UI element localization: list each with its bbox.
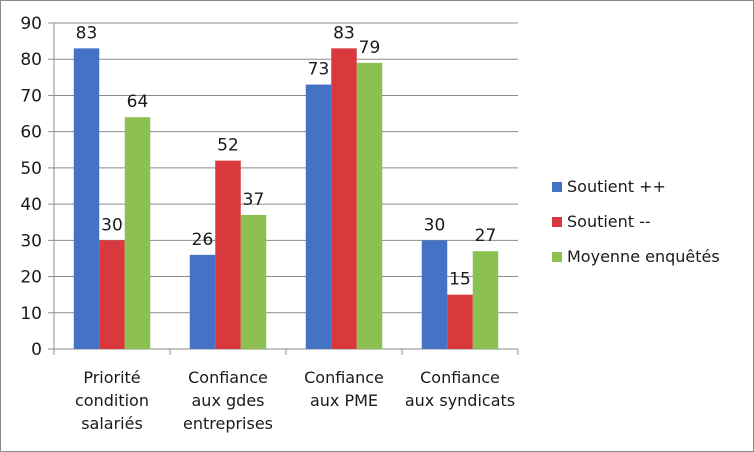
data-label: 83	[76, 23, 98, 43]
category-label: Confiance aux PME	[304, 368, 384, 410]
data-label: 83	[333, 23, 355, 43]
legend-swatch	[552, 182, 562, 192]
bar-3-1	[124, 117, 151, 349]
bar-3-4	[472, 251, 499, 349]
legend-label: Moyenne enquêtés	[567, 247, 720, 266]
category-label-line: Confiance	[420, 368, 500, 387]
y-tick-label: 20	[20, 268, 42, 288]
data-label: 64	[127, 92, 149, 112]
category-label-line: Confiance	[304, 368, 384, 387]
category-label-line: entreprises	[183, 414, 273, 433]
bar-1-4	[421, 240, 448, 349]
y-tick-label: 0	[31, 340, 42, 360]
legend-label: Soutient --	[567, 212, 651, 231]
data-label: 37	[243, 190, 265, 210]
bar-3-3	[356, 62, 383, 349]
category-label-line: salariés	[81, 414, 143, 433]
data-label: 73	[308, 60, 330, 80]
bar-1-3	[305, 84, 332, 350]
bar-1-2	[189, 254, 216, 349]
data-label: 26	[192, 230, 214, 250]
bar-2-4	[447, 294, 473, 349]
legend-swatch	[552, 217, 562, 227]
category-label-line: Confiance	[188, 368, 268, 387]
legend-label: Soutient ++	[567, 177, 666, 196]
data-label: 79	[359, 38, 381, 58]
category-label: Priorité condition salariés	[75, 368, 149, 433]
category-label: Confiance aux syndicats	[405, 368, 515, 410]
data-label: 52	[217, 136, 239, 156]
y-tick-label: 10	[20, 304, 42, 324]
legend-swatch	[552, 252, 562, 262]
bar-3-2	[240, 214, 267, 349]
bar-2-1	[99, 240, 125, 349]
y-tick-label: 90	[20, 14, 42, 34]
y-tick-label: 60	[20, 123, 42, 143]
y-tick-label: 70	[20, 86, 42, 106]
y-tick-label: 40	[20, 195, 42, 215]
y-tick-label: 80	[20, 50, 42, 70]
bar-2-2	[215, 160, 241, 349]
y-tick-label: 50	[20, 159, 42, 179]
category-label-line: aux syndicats	[405, 391, 515, 410]
category-label-line: condition	[75, 391, 149, 410]
category-label: Confiance aux gdes entreprises	[183, 368, 273, 433]
category-label-line: aux PME	[310, 391, 378, 410]
data-label: 27	[475, 226, 497, 246]
bar-1-1	[73, 48, 100, 349]
category-label-line: aux gdes	[192, 391, 265, 410]
data-label: 30	[101, 215, 123, 235]
data-label: 30	[424, 215, 446, 235]
category-label-line: Priorité	[83, 368, 140, 387]
bar-2-3	[331, 48, 357, 349]
data-label: 15	[449, 270, 471, 290]
y-tick-label: 30	[20, 231, 42, 251]
